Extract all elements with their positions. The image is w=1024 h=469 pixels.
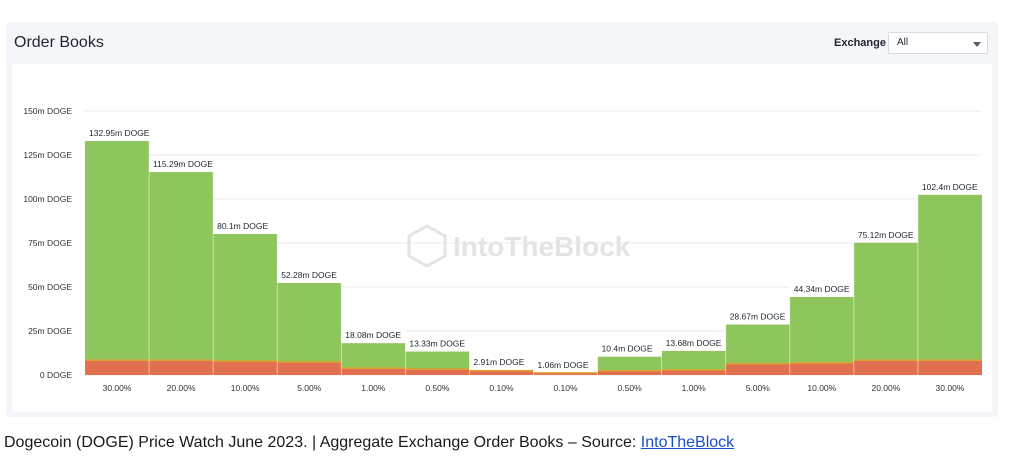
data-label-bg (277, 267, 342, 281)
bar-base-edge (661, 369, 726, 371)
data-label-bg (725, 309, 790, 323)
x-tick-label: 20.00% (871, 383, 900, 393)
data-label-bg (85, 126, 150, 140)
x-tick-label: 20.00% (167, 383, 196, 393)
bar-base (469, 371, 534, 375)
bar-base (661, 370, 726, 375)
bar-base (405, 369, 470, 375)
data-label: 18.08m DOGE (345, 330, 401, 340)
x-tick-label: 5.00% (746, 383, 771, 393)
data-label: 80.1m DOGE (217, 221, 268, 231)
exchange-select-value: All (897, 37, 909, 48)
bar-base (277, 362, 342, 375)
data-label: 13.33m DOGE (409, 339, 465, 349)
bar-base-edge (213, 360, 278, 362)
bar (789, 296, 854, 375)
caption-text: Dogecoin (DOGE) Price Watch June 2023. |… (4, 434, 641, 451)
bar-base-edge (277, 361, 342, 363)
data-label-bg (341, 328, 406, 342)
caption: Dogecoin (DOGE) Price Watch June 2023. |… (4, 434, 734, 452)
data-label: 75.12m DOGE (858, 230, 914, 240)
bar-base (149, 360, 214, 375)
bar-base (85, 360, 150, 375)
bar-base-edge (917, 359, 982, 361)
bar (853, 242, 918, 375)
bar (213, 234, 278, 375)
x-tick-label: 0.50% (618, 383, 643, 393)
bar (149, 172, 214, 375)
exchange-select[interactable]: All (888, 32, 988, 54)
bar-base-edge (533, 372, 598, 374)
bar-base-edge (469, 369, 534, 372)
data-label: 10.4m DOGE (602, 344, 653, 354)
y-tick-label: 50m DOGE (28, 282, 72, 292)
x-tick-label: 0.10% (553, 383, 578, 393)
y-tick-label: 0 DOGE (40, 370, 72, 380)
data-label-bg (469, 354, 534, 368)
bar (277, 282, 342, 375)
data-label-bg (533, 358, 598, 372)
data-label-bg (917, 179, 982, 193)
x-tick-label: 10.00% (231, 383, 260, 393)
source-link[interactable]: IntoTheBlock (640, 434, 735, 451)
x-tick-label: 1.00% (361, 383, 386, 393)
data-label-bg (405, 336, 470, 350)
bar-base-edge (853, 359, 918, 361)
exchange-label: Exchange (834, 37, 886, 49)
x-tick-label: 0.10% (489, 383, 514, 393)
chart-area: 0 DOGE 25m DOGE 50m DOGE 75m DOGE 100m DOGE 1… (12, 64, 992, 412)
data-label-bg (149, 157, 214, 171)
bar-base-edge (405, 368, 470, 370)
card-title: Order Books (14, 34, 104, 51)
y-tick-label: 150m DOGE (23, 106, 72, 116)
bar-base-edge (597, 369, 662, 372)
data-label-bg (789, 281, 854, 295)
bar-base-edge (725, 362, 790, 365)
bar-base (789, 363, 854, 375)
data-label: 2.91m DOGE (473, 357, 524, 367)
data-label-bg (213, 219, 278, 233)
x-tick-label: 30.00% (103, 383, 132, 393)
data-label: 44.34m DOGE (794, 284, 850, 294)
data-label: 28.67m DOGE (730, 312, 786, 322)
x-tick-label: 10.00% (807, 383, 836, 393)
data-label-bg (853, 227, 918, 241)
data-label: 13.68m DOGE (666, 338, 722, 348)
chevron-down-icon (973, 42, 981, 47)
watermark-icon (407, 224, 447, 268)
bar-base (533, 373, 598, 375)
data-label-bg (597, 341, 662, 355)
data-label: 102.4m DOGE (922, 182, 978, 192)
bar-base (597, 371, 662, 375)
data-label: 1.06m DOGE (538, 360, 589, 370)
watermark-text: IntoTheBlock (453, 231, 631, 262)
bar-base-edge (85, 359, 150, 361)
data-label: 132.95m DOGE (89, 128, 150, 138)
bar-base (853, 360, 918, 375)
y-tick-label: 75m DOGE (28, 238, 72, 248)
x-tick-label: 0.50% (425, 383, 450, 393)
bar-base-edge (789, 362, 854, 364)
data-label: 115.29m DOGE (153, 159, 213, 169)
bar (85, 141, 150, 375)
y-tick-label: 125m DOGE (23, 150, 72, 160)
bar-base-edge (149, 359, 214, 361)
order-books-card: Order Books Exchange All 0 DOGE 25m DOGE 5… (6, 22, 998, 417)
bar-base (917, 360, 982, 375)
bar (917, 194, 982, 375)
x-tick-label: 30.00% (936, 383, 965, 393)
x-tick-label: 5.00% (297, 383, 322, 393)
bar-base (213, 361, 278, 375)
y-tick-label: 100m DOGE (23, 194, 72, 204)
order-books-chart: 0 DOGE 25m DOGE 50m DOGE 75m DOGE 100m DOGE 1… (23, 106, 982, 393)
data-label-bg (661, 335, 726, 349)
bar-base (341, 368, 406, 375)
bar-base-edge (341, 367, 406, 369)
data-label: 52.28m DOGE (281, 270, 337, 280)
y-tick-label: 25m DOGE (28, 326, 72, 336)
bar-base (725, 364, 790, 375)
x-tick-label: 1.00% (682, 383, 707, 393)
